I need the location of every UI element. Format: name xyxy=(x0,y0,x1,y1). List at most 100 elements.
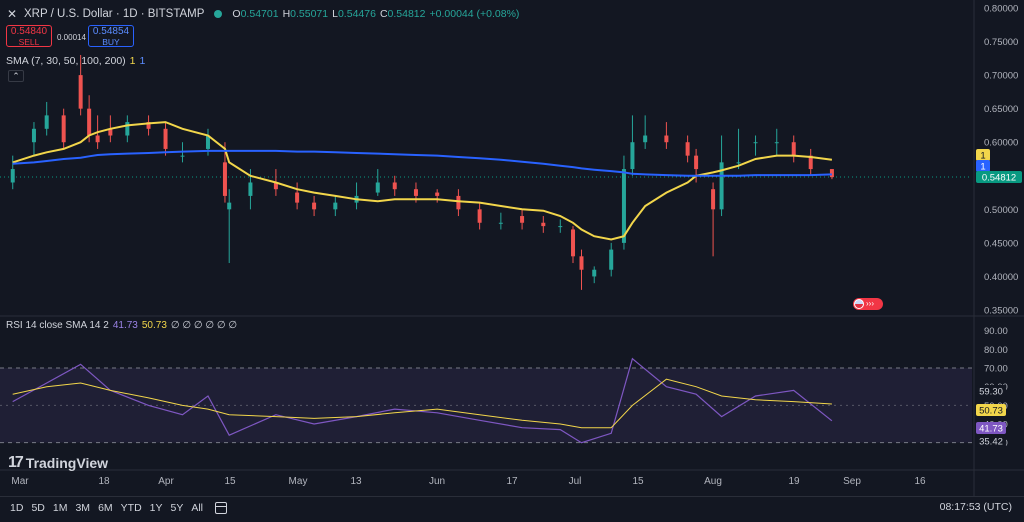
ohlc-item: L0.54476 xyxy=(332,8,376,20)
time-tick-label: 15 xyxy=(632,476,644,487)
candle-body[interactable] xyxy=(87,108,92,136)
candle-body[interactable] xyxy=(180,155,185,157)
candle-body[interactable] xyxy=(227,202,232,210)
market-open-icon xyxy=(214,10,223,18)
time-tick-label: Jul xyxy=(568,476,582,487)
candle-body[interactable] xyxy=(643,135,648,143)
time-tick-label: Sep xyxy=(843,476,861,487)
candle-body[interactable] xyxy=(10,169,15,183)
time-axis[interactable]: Mar 18 Apr 15 May 13 Jun 17 Jul 15 Aug 19 Sep 16 xyxy=(0,476,970,490)
candle-body[interactable] xyxy=(295,192,300,203)
range-button[interactable]: 5Y xyxy=(170,501,184,514)
price-tick-label: 0.50000 xyxy=(984,205,1018,216)
candle-body[interactable] xyxy=(456,195,461,210)
time-tick-label: Apr xyxy=(158,476,174,487)
ohlc-value: +0.00044 (+0.08%) xyxy=(429,8,520,20)
rsi-legend[interactable]: RSI 14 close SMA 14 2 41.73 50.73 ∅ ∅ ∅ … xyxy=(6,320,237,331)
range-button[interactable]: 6M xyxy=(98,501,113,514)
candle-body[interactable] xyxy=(31,128,36,143)
range-button[interactable]: 5D xyxy=(31,501,45,514)
range-button[interactable]: 1Y xyxy=(149,501,163,514)
ohlc-value: 0.54476 xyxy=(337,8,376,20)
candle-body[interactable] xyxy=(808,155,813,170)
candle-body[interactable] xyxy=(719,162,724,210)
price-badge-label: 1 xyxy=(980,151,985,162)
symbol-title[interactable]: XRP / U.S. Dollar · 1D · BITSTAMP xyxy=(24,8,205,20)
candle-body[interactable] xyxy=(61,115,66,143)
candle-body[interactable] xyxy=(435,192,440,196)
candle-body[interactable] xyxy=(541,222,546,227)
rsi-badge-label: 41.73 xyxy=(979,424,1003,435)
candle-body[interactable] xyxy=(44,115,49,129)
buy-price: 0.54854 xyxy=(92,26,130,37)
candle-body[interactable] xyxy=(685,142,690,156)
price-tick-label: 0.70000 xyxy=(984,71,1018,82)
sma-legend[interactable]: SMA (7, 30, 50, 100, 200) 1 1 xyxy=(6,55,145,67)
time-tick-label: 18 xyxy=(98,476,110,487)
candle-body[interactable] xyxy=(774,142,779,144)
time-tick-label: Aug xyxy=(704,476,722,487)
range-button[interactable]: 1D xyxy=(10,501,24,514)
range-button[interactable]: YTD xyxy=(120,501,142,514)
candle-body[interactable] xyxy=(592,269,597,277)
clock[interactable]: 08:17:53 (UTC) xyxy=(939,501,1012,513)
calendar-icon[interactable] xyxy=(215,501,228,514)
symbol-header: ✕ XRP / U.S. Dollar · 1D · BITSTAMP O 0.5… xyxy=(6,6,519,22)
price-badge xyxy=(976,149,990,161)
candle-body[interactable] xyxy=(163,128,168,149)
price-tick-label: 0.80000 xyxy=(984,4,1018,15)
candle-body[interactable] xyxy=(571,229,576,257)
rsi-badge xyxy=(976,435,1006,447)
range-button[interactable]: All xyxy=(191,501,204,514)
ohlc-item: H0.55071 xyxy=(283,8,329,20)
candle-body[interactable] xyxy=(375,182,380,193)
candle-body[interactable] xyxy=(829,169,834,178)
candle-body[interactable] xyxy=(95,135,100,143)
candle-body[interactable] xyxy=(477,209,482,223)
economic-events-badge[interactable]: ››› xyxy=(853,298,883,310)
candle-body[interactable] xyxy=(146,122,151,129)
close-icon[interactable]: ✕ xyxy=(6,7,18,21)
candle-body[interactable] xyxy=(498,222,503,224)
candle-body[interactable] xyxy=(333,202,338,210)
candle-body[interactable] xyxy=(413,189,418,196)
candle-body[interactable] xyxy=(392,182,397,190)
ohlc-value: 0.55071 xyxy=(290,8,329,20)
spread-value: 0.00014 xyxy=(57,33,86,42)
range-button[interactable]: 1M xyxy=(52,501,68,514)
candle-body[interactable] xyxy=(312,202,317,210)
candle-body[interactable] xyxy=(78,75,83,109)
rsi-value: 41.73 xyxy=(112,320,138,331)
us-flag-icon xyxy=(854,299,864,309)
candle-body[interactable] xyxy=(108,128,113,136)
tradingview-logo[interactable]: 17 TradingView xyxy=(8,454,108,472)
more-events-icon: ››› xyxy=(866,299,874,308)
candle-body[interactable] xyxy=(558,226,563,228)
candle-body[interactable] xyxy=(579,256,584,270)
buy-button[interactable]: 0.54854 BUY xyxy=(88,25,134,47)
candle-body[interactable] xyxy=(609,249,614,270)
candle-body[interactable] xyxy=(791,142,796,156)
range-button[interactable]: 3M xyxy=(75,501,91,514)
candle-body[interactable] xyxy=(520,216,525,223)
time-tick-label: 16 xyxy=(914,476,926,487)
candle-body[interactable] xyxy=(630,142,635,170)
candle-body[interactable] xyxy=(248,182,253,196)
candle-body[interactable] xyxy=(125,122,130,136)
ohlc-label: O xyxy=(232,8,241,20)
candle-body[interactable] xyxy=(753,142,758,144)
sell-button[interactable]: 0.54840 SELL xyxy=(6,25,52,47)
candle-body[interactable] xyxy=(222,162,227,196)
sma-value-blue: 1 xyxy=(139,55,146,67)
candle-body[interactable] xyxy=(664,135,669,143)
candle-body[interactable] xyxy=(736,162,741,164)
candle-body[interactable] xyxy=(621,169,626,243)
candle-body[interactable] xyxy=(711,189,716,210)
chevron-up-icon[interactable]: ⌃ xyxy=(8,70,24,82)
candle-body[interactable] xyxy=(273,182,278,190)
candle-body[interactable] xyxy=(205,135,210,149)
rsi-badge-label: 35.42 xyxy=(979,437,1003,448)
candle-body[interactable] xyxy=(694,155,699,170)
